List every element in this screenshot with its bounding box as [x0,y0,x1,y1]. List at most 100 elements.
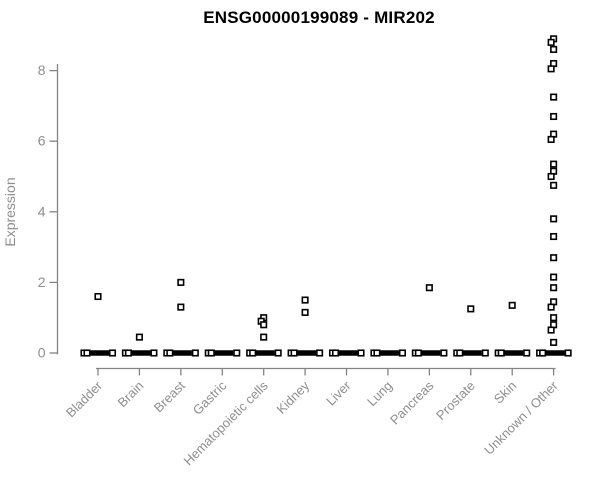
category-series [163,278,199,357]
zero-point [274,349,282,357]
y-tick-label: 2 [38,274,46,290]
category-series [328,349,365,357]
category-label: Unknown / Other [481,378,561,458]
zero-cluster [204,349,241,357]
data-point [550,45,558,53]
data-point [260,321,268,329]
data-point [550,215,558,223]
zero-cluster-bar [372,350,399,356]
zero-cluster-bar [165,350,192,356]
zero-point [150,349,158,357]
zero-cluster-bar [414,350,441,356]
zero-point [523,349,531,357]
zero-cluster [121,349,158,357]
zero-cluster [370,349,406,357]
zero-point [108,349,117,357]
zero-cluster-bar [83,350,109,356]
data-point [550,314,558,322]
data-point [547,303,555,311]
data-point [550,338,558,346]
category-series [411,284,448,357]
zero-cluster-bar [207,350,234,356]
category-series [246,314,282,357]
zero-point [481,349,489,357]
zero-point [564,349,572,357]
category-label: Brain [114,378,146,410]
data-point [550,93,558,101]
data-point [260,333,268,341]
zero-point [440,349,448,357]
data-point [550,284,558,292]
category-label: Lung [364,378,395,409]
category-series [370,349,406,357]
category-series [453,305,489,357]
data-point [550,273,558,281]
zero-point [539,349,547,357]
data-point [467,305,475,313]
data-point [177,278,185,286]
zero-point [316,349,324,357]
zero-cluster [287,349,324,357]
zero-point [456,349,464,357]
data-point [550,254,558,262]
zero-point [373,349,381,357]
category-series [536,35,572,357]
data-point [547,38,555,46]
category-series [204,349,241,357]
category-label: Skin [491,378,519,406]
zero-point [191,349,199,357]
y-tick-label: 4 [38,203,46,219]
category-series [494,301,531,357]
zero-point [497,349,505,357]
zero-point [124,349,132,357]
zero-cluster-bar [248,350,275,356]
category-label: Pancreas [387,378,437,428]
y-axis: 0 2 4 6 8 [38,62,59,361]
zero-cluster [246,349,282,357]
zero-cluster-bar [538,350,565,356]
data-point [301,308,309,316]
category-label: Kidney [274,378,313,417]
zero-cluster [80,349,117,357]
zero-point [398,349,406,357]
category-label: Prostate [433,378,478,423]
zero-cluster [453,349,489,357]
zero-cluster-bar [331,350,358,356]
data-point [550,181,558,189]
data-point [550,232,558,241]
category-label: Bladder [63,378,106,421]
zero-cluster [536,349,572,357]
data-point [425,284,433,292]
data-point [550,112,558,121]
zero-point [357,349,365,357]
zero-cluster-bar [124,350,151,356]
category-series [80,292,117,357]
category-series [121,333,158,357]
zero-cluster-bar [497,350,524,356]
data-point [547,172,555,181]
zero-cluster [494,349,531,357]
zero-cluster-bar [290,350,317,356]
data-point [550,160,558,168]
zero-cluster [411,349,448,357]
zero-point [290,349,298,357]
zero-point [414,349,422,357]
zero-cluster-bar [455,350,482,356]
data-point [177,303,185,311]
zero-cluster [163,349,199,357]
category-label: Liver [323,378,354,409]
category-label: Gastric [190,378,230,418]
y-tick-label: 8 [38,62,46,78]
y-tick-label: 0 [38,345,46,361]
zero-point [207,349,215,357]
y-tick-label: 6 [38,133,46,149]
category-label: Breast [151,378,188,415]
data-point [547,135,555,143]
data-point [94,292,102,301]
data-point [547,65,555,73]
zero-cluster [328,349,365,357]
zero-point [233,349,241,357]
